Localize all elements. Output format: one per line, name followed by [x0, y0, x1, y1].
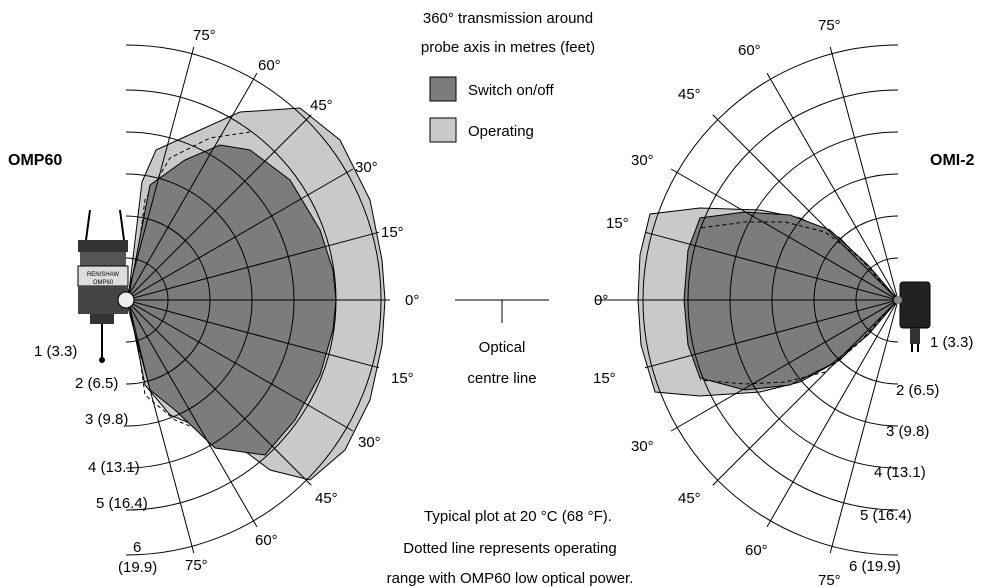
- angle-spoke: [126, 114, 312, 301]
- left-angle-down-45: 45°: [315, 490, 338, 507]
- left-range-6: 6: [133, 539, 141, 556]
- angle-spoke: [126, 299, 195, 554]
- right-range-5: 5 (16.4): [860, 507, 912, 524]
- angle-spoke: [644, 299, 898, 369]
- angle-spoke: [712, 114, 898, 301]
- left-range-6-feet: (19.9): [118, 559, 157, 576]
- left-angle-down-60: 60°: [255, 532, 278, 549]
- left-angle-up-60: 60°: [258, 57, 281, 74]
- left-range-1: 1 (3.3): [34, 343, 77, 360]
- left-angle-up-75: 75°: [193, 27, 216, 44]
- left-polar-grid: [126, 44, 382, 556]
- left-angle-up-45: 45°: [310, 97, 333, 114]
- left-range-3: 3 (9.8): [85, 411, 128, 428]
- right-angle-down-45: 45°: [678, 490, 701, 507]
- left-range-5: 5 (16.4): [96, 495, 148, 512]
- probe-model-text: OMP60: [93, 280, 114, 286]
- probe-brand-text: RENISHAW: [87, 272, 119, 278]
- note-line1: Typical plot at 20 °C (68 °F).: [424, 508, 612, 525]
- right-range-1: 1 (3.3): [930, 334, 973, 351]
- right-angle-up-45: 45°: [678, 86, 701, 103]
- right-dashed-range: [699, 221, 891, 385]
- angle-spoke: [670, 299, 898, 432]
- right-angle-down-60: 60°: [745, 542, 768, 559]
- angle-spoke: [766, 72, 898, 301]
- right-angle-down-15: 15°: [593, 370, 616, 387]
- header-line2: probe axis in metres (feet): [421, 39, 595, 56]
- right-angle-up-15: 15°: [606, 215, 629, 232]
- angle-spoke: [766, 299, 898, 528]
- optical-centre-line-symbol: [455, 299, 549, 323]
- note-line3: range with OMP60 low optical power.: [387, 570, 634, 587]
- angle-spoke: [126, 299, 380, 369]
- note-line2: Dotted line represents operating: [403, 540, 616, 557]
- left-angle-down-15: 15°: [391, 370, 414, 387]
- right-range-4: 4 (13.1): [874, 464, 926, 481]
- left-angle-0: 0°: [405, 292, 419, 309]
- angle-spoke: [670, 168, 898, 301]
- right-range-6: 6 (19.9): [849, 558, 901, 575]
- angle-spoke: [829, 299, 898, 554]
- right-angle-up-60: 60°: [738, 42, 761, 59]
- angle-spoke: [126, 46, 195, 301]
- angle-spoke: [126, 168, 354, 301]
- angle-spoke: [712, 299, 898, 486]
- right-angle-down-30: 30°: [631, 438, 654, 455]
- angle-spoke: [126, 231, 380, 301]
- right-angle-up-30: 30°: [631, 152, 654, 169]
- right-angle-up-75: 75°: [818, 17, 841, 34]
- left-range-4: 4 (13.1): [88, 459, 140, 476]
- optical-centre-label-line1: Optical: [479, 339, 526, 356]
- right-angle-down-75: 75°: [818, 572, 841, 587]
- left-angle-up-15: 15°: [381, 224, 404, 241]
- left-dashed-range: [131, 131, 256, 451]
- angle-spoke: [829, 46, 898, 301]
- omp60-probe-icon: RENISHAW OMP60: [77, 209, 135, 363]
- legend-operating-swatch: [429, 117, 457, 143]
- left-probe-name: OMP60: [8, 152, 62, 169]
- angle-spoke: [126, 299, 312, 486]
- omi2-receiver-icon: [894, 281, 931, 352]
- legend-operating-label: Operating: [468, 123, 534, 140]
- right-angle-0: 0°: [594, 292, 608, 309]
- right-range-2: 2 (6.5): [896, 382, 939, 399]
- legend-switch-swatch: [429, 76, 457, 102]
- left-angle-up-30: 30°: [355, 159, 378, 176]
- right-probe-name: OMI-2: [930, 152, 975, 169]
- left-angle-down-30: 30°: [358, 434, 381, 451]
- angle-spoke: [126, 299, 258, 528]
- left-range-2: 2 (6.5): [75, 375, 118, 392]
- angle-spoke: [126, 72, 258, 301]
- angle-spoke: [644, 231, 898, 301]
- legend-switch-label: Switch on/off: [468, 82, 554, 99]
- header-line1: 360° transmission around: [423, 10, 593, 27]
- left-angle-down-75: 75°: [185, 557, 208, 574]
- right-range-3: 3 (9.8): [886, 423, 929, 440]
- optical-centre-label-line2: centre line: [467, 370, 536, 387]
- angle-spoke: [126, 299, 354, 432]
